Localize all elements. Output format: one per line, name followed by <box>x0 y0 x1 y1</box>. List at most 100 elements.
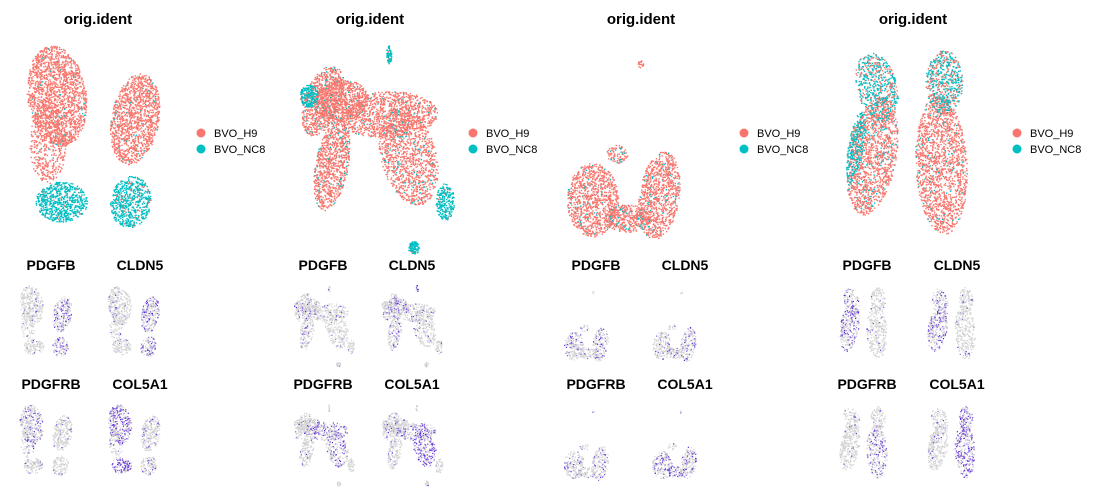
cell-point <box>148 197 151 199</box>
cell-point <box>74 115 76 118</box>
cell-point <box>73 60 75 63</box>
cell-point <box>80 201 83 203</box>
cell-point <box>47 126 49 129</box>
cell-point <box>38 115 41 117</box>
cell-point <box>127 157 129 160</box>
cell-point <box>135 180 137 183</box>
cell-point <box>57 198 60 200</box>
cell-point <box>40 96 42 98</box>
cell-point <box>134 121 136 123</box>
cell-point <box>146 109 149 112</box>
cell-point <box>27 80 30 82</box>
cell-point <box>50 171 52 173</box>
cell-point <box>63 88 66 90</box>
cell-point <box>52 178 54 180</box>
cell-point <box>114 152 116 154</box>
cell-point <box>52 217 55 219</box>
cell-point <box>148 105 150 107</box>
cell-point <box>52 66 54 68</box>
cell-point <box>78 69 80 71</box>
cell-point <box>122 106 124 108</box>
cell-point <box>127 138 129 141</box>
cell-point <box>149 191 151 193</box>
cell-point <box>140 81 143 83</box>
cell-point <box>134 90 136 92</box>
cell-point <box>59 133 61 135</box>
cell-point <box>142 123 144 125</box>
cell-point <box>114 212 116 215</box>
cell-point <box>42 213 44 215</box>
cell-point <box>51 220 54 222</box>
cell-point <box>118 211 120 213</box>
cell-point <box>42 81 44 83</box>
cell-point <box>46 69 48 71</box>
cell-point <box>32 97 34 99</box>
cell-point <box>81 202 83 204</box>
cell-point <box>62 203 64 206</box>
cell-point <box>45 139 47 141</box>
cell-point <box>132 189 135 191</box>
cell-point <box>43 194 46 196</box>
cell-point <box>72 118 74 121</box>
cell-point <box>146 197 148 200</box>
cell-point <box>84 200 87 203</box>
cell-point <box>47 173 49 176</box>
cell-point <box>81 125 83 127</box>
cell-point <box>128 161 131 163</box>
cell-point <box>147 190 150 193</box>
cell-point <box>48 186 51 189</box>
cell-point <box>65 201 67 203</box>
cell-point <box>141 184 144 186</box>
cell-point <box>143 115 145 117</box>
cell-point <box>54 129 56 131</box>
cell-point <box>131 127 133 129</box>
cell-point <box>51 165 53 167</box>
cell-point <box>121 152 124 154</box>
cell-point <box>118 199 120 201</box>
cell-point <box>34 115 37 118</box>
cell-point <box>64 76 66 79</box>
cell-point <box>130 145 133 148</box>
cell-point <box>67 98 70 100</box>
cell-point <box>50 99 52 101</box>
cell-point <box>57 199 59 201</box>
cell-point <box>53 185 55 187</box>
cell-point <box>31 307 34 309</box>
cell-point <box>43 133 46 135</box>
cell-point <box>131 84 133 86</box>
cell-point <box>35 202 37 205</box>
cell-point <box>140 120 142 122</box>
cell-point <box>139 200 141 203</box>
cell-point <box>55 154 57 157</box>
cell-point <box>61 187 63 189</box>
cell-point <box>67 135 69 138</box>
cell-point <box>140 101 142 103</box>
cell-point <box>122 91 124 93</box>
cell-point <box>57 65 59 67</box>
cell-point <box>150 115 152 117</box>
cell-point <box>46 181 49 183</box>
cell-point <box>38 132 41 134</box>
cell-point <box>148 94 150 96</box>
cell-point <box>43 137 46 140</box>
cell-point <box>71 123 73 125</box>
cell-point <box>37 83 39 85</box>
cell-point <box>30 288 32 290</box>
cell-point <box>145 77 147 79</box>
cell-point <box>29 70 32 73</box>
cell-point <box>57 137 59 139</box>
cell-point <box>39 203 42 206</box>
cell-point <box>134 92 137 94</box>
cell-point <box>133 161 136 163</box>
cell-point <box>55 217 58 219</box>
cell-point <box>67 120 69 122</box>
cell-point <box>111 145 114 147</box>
cell-point <box>68 111 71 114</box>
cell-point <box>50 60 52 62</box>
cell-point <box>148 208 150 210</box>
cell-point <box>79 119 81 122</box>
cell-point <box>43 66 45 68</box>
cell-point <box>40 65 42 67</box>
cell-point <box>140 99 142 101</box>
cell-point <box>73 104 76 106</box>
